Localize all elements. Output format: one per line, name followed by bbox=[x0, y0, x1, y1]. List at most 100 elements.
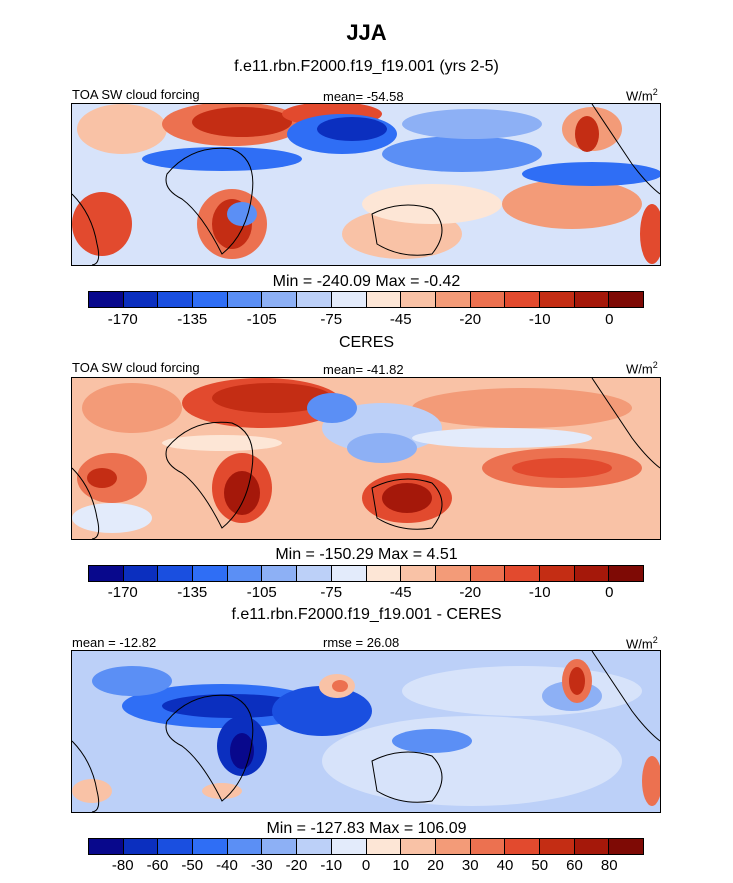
colorbar-tick-label: -135 bbox=[177, 311, 208, 328]
colorbar-swatch bbox=[297, 839, 332, 854]
colorbar-tick-label: -20 bbox=[459, 311, 482, 328]
panel2-map bbox=[71, 377, 661, 540]
colorbar-tick-label: 50 bbox=[531, 857, 549, 874]
colorbar-swatch bbox=[331, 839, 367, 854]
colorbar-swatch bbox=[193, 839, 228, 854]
panel3-colorbar bbox=[88, 838, 644, 855]
panel1-map bbox=[71, 103, 661, 266]
colorbar-tick-label: 40 bbox=[496, 857, 514, 874]
colorbar-tick-label: -40 bbox=[216, 857, 238, 874]
colorbar-swatch bbox=[574, 566, 610, 581]
panel3-colorbar-ticks: -80 -60 -50 -40 -30 -20 -10 0 10 20 30 40 50 60 80 bbox=[88, 857, 644, 877]
panel3-mean-label: mean = -12.82 bbox=[72, 635, 157, 650]
colorbar-swatch bbox=[539, 292, 575, 307]
colorbar-swatch bbox=[331, 566, 367, 581]
colorbar-swatch bbox=[401, 566, 436, 581]
colorbar-tick-label: 0 bbox=[605, 311, 614, 328]
colorbar-swatch bbox=[539, 839, 575, 854]
panel3-minmax: Min = -127.83 Max = 106.09 bbox=[266, 820, 467, 837]
colorbar-swatch bbox=[505, 292, 540, 307]
panel2-colorbar-ticks: -170 -135 -105 -75 -45 -20 -10 0 bbox=[88, 584, 644, 604]
colorbar-swatch bbox=[123, 566, 159, 581]
colorbar-tick-label: -135 bbox=[177, 584, 208, 601]
colorbar-swatch bbox=[158, 839, 194, 854]
colorbar-swatch bbox=[401, 292, 436, 307]
colorbar-tick-label: -50 bbox=[181, 857, 204, 874]
colorbar-swatch bbox=[505, 566, 540, 581]
colorbar-tick-label: 0 bbox=[361, 857, 371, 874]
panel1-colorbar bbox=[88, 291, 644, 308]
colorbar-swatch bbox=[89, 292, 124, 307]
colorbar-tick-label: -20 bbox=[285, 857, 308, 874]
colorbar-tick-label: -45 bbox=[389, 311, 412, 328]
panel2-colorbar bbox=[88, 565, 644, 582]
colorbar-tick-label: -170 bbox=[107, 584, 138, 601]
colorbar-swatch bbox=[505, 839, 540, 854]
panel2-units-label: W/m2 bbox=[626, 360, 658, 377]
panel1-colorbar-ticks: -170 -135 -105 -75 -45 -20 -10 0 bbox=[88, 311, 644, 331]
panel3-units-label: W/m2 bbox=[626, 635, 658, 652]
colorbar-tick-label: -10 bbox=[528, 311, 551, 328]
colorbar-tick-label: -30 bbox=[250, 857, 273, 874]
panel2-subtitle: CERES bbox=[338, 334, 395, 351]
colorbar-swatch bbox=[123, 839, 159, 854]
colorbar-tick-label: -80 bbox=[111, 857, 134, 874]
colorbar-swatch bbox=[366, 566, 402, 581]
colorbar-swatch bbox=[539, 566, 575, 581]
colorbar-tick-label: -170 bbox=[107, 311, 138, 328]
colorbar-swatch bbox=[262, 839, 298, 854]
colorbar-tick-label: -75 bbox=[320, 584, 343, 601]
panel3-map bbox=[71, 650, 661, 813]
colorbar-swatch bbox=[193, 566, 228, 581]
panel1-units-label: W/m2 bbox=[626, 87, 658, 104]
colorbar-swatch bbox=[435, 839, 471, 854]
panel2-mean-label: mean= -41.82 bbox=[323, 362, 404, 377]
panel1-subtitle: f.e11.rbn.F2000.f19_f19.001 (yrs 2-5) bbox=[234, 58, 499, 75]
colorbar-tick-label: -75 bbox=[320, 311, 343, 328]
colorbar-swatch bbox=[297, 566, 332, 581]
colorbar-tick-label: -10 bbox=[320, 857, 343, 874]
colorbar-swatch bbox=[227, 292, 263, 307]
colorbar-swatch bbox=[470, 566, 506, 581]
colorbar-swatch bbox=[401, 839, 436, 854]
colorbar-swatch bbox=[158, 566, 194, 581]
colorbar-tick-label: -105 bbox=[246, 311, 277, 328]
colorbar-tick-label: 80 bbox=[600, 857, 618, 874]
colorbar-tick-label: 20 bbox=[427, 857, 444, 874]
colorbar-swatch bbox=[574, 839, 610, 854]
panel1-minmax: Min = -240.09 Max = -0.42 bbox=[272, 273, 461, 290]
colorbar-swatch bbox=[262, 566, 298, 581]
colorbar-tick-label: -20 bbox=[459, 584, 482, 601]
panel2-minmax: Min = -150.29 Max = 4.51 bbox=[275, 546, 458, 563]
colorbar-tick-label: -105 bbox=[246, 584, 277, 601]
colorbar-tick-label: -45 bbox=[389, 584, 412, 601]
colorbar-swatch bbox=[470, 839, 506, 854]
colorbar-swatch bbox=[609, 839, 643, 854]
colorbar-swatch bbox=[262, 292, 298, 307]
figure-title: JJA bbox=[346, 20, 387, 45]
colorbar-tick-label: -60 bbox=[146, 857, 169, 874]
colorbar-swatch bbox=[89, 839, 124, 854]
colorbar-swatch bbox=[470, 292, 506, 307]
panel1-variable-label: TOA SW cloud forcing bbox=[72, 87, 200, 102]
colorbar-tick-label: 0 bbox=[605, 584, 614, 601]
colorbar-swatch bbox=[227, 566, 263, 581]
colorbar-swatch bbox=[227, 839, 263, 854]
colorbar-swatch bbox=[366, 839, 402, 854]
colorbar-swatch bbox=[435, 566, 471, 581]
panel3-subtitle: f.e11.rbn.F2000.f19_f19.001 - CERES bbox=[231, 606, 502, 623]
colorbar-swatch bbox=[331, 292, 367, 307]
colorbar-swatch bbox=[366, 292, 402, 307]
colorbar-swatch bbox=[609, 292, 643, 307]
colorbar-swatch bbox=[609, 566, 643, 581]
colorbar-swatch bbox=[574, 292, 610, 307]
colorbar-swatch bbox=[193, 292, 228, 307]
colorbar-tick-label: 60 bbox=[566, 857, 583, 874]
panel3-rmse-label: rmse = 26.08 bbox=[323, 635, 400, 650]
colorbar-swatch bbox=[158, 292, 194, 307]
colorbar-tick-label: -10 bbox=[528, 584, 551, 601]
colorbar-swatch bbox=[435, 292, 471, 307]
colorbar-tick-label: 10 bbox=[392, 857, 410, 874]
colorbar-swatch bbox=[123, 292, 159, 307]
panel2-variable-label: TOA SW cloud forcing bbox=[72, 360, 200, 375]
